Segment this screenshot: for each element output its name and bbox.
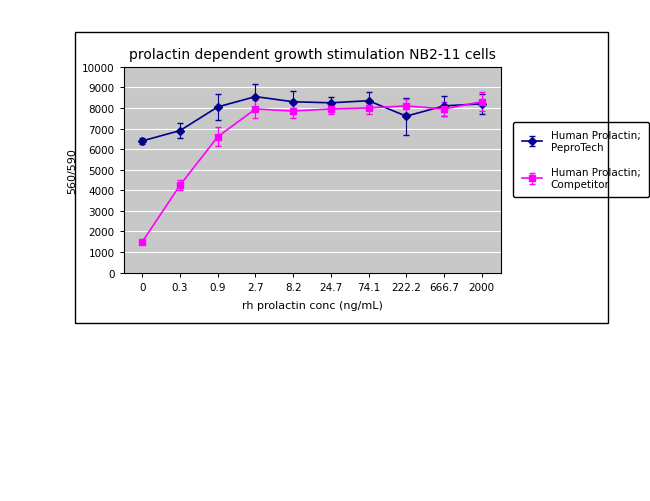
Legend: Human Prolactin;
PeproTech, Human Prolactin;
Competitor: Human Prolactin; PeproTech, Human Prolac… xyxy=(514,122,649,198)
Title: prolactin dependent growth stimulation NB2-11 cells: prolactin dependent growth stimulation N… xyxy=(129,48,495,62)
X-axis label: rh prolactin conc (ng/mL): rh prolactin conc (ng/mL) xyxy=(242,301,382,310)
Y-axis label: 560/590: 560/590 xyxy=(68,147,78,193)
